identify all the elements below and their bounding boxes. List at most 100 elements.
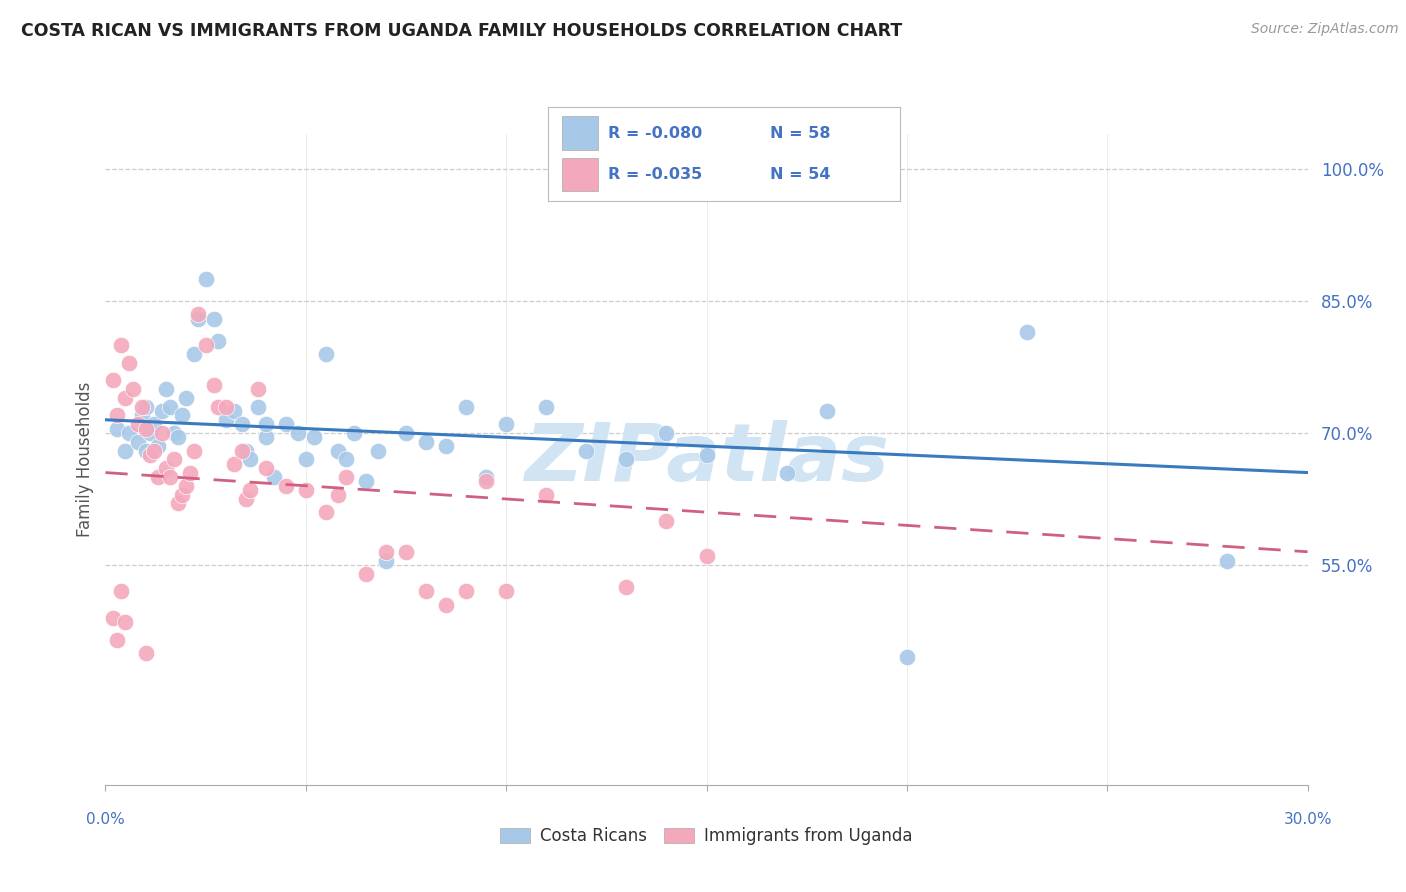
Point [131, 409, 153, 423]
Point [235, 443, 257, 458]
Point [146, 439, 169, 453]
Point [575, 443, 598, 458]
Point [114, 443, 136, 458]
Point [274, 417, 297, 432]
Point [434, 439, 457, 453]
Point [616, 452, 638, 467]
Point [696, 448, 718, 462]
Point [263, 470, 285, 484]
Point [367, 443, 389, 458]
Text: N = 54: N = 54 [770, 167, 831, 182]
Point [354, 475, 377, 489]
Point [174, 479, 197, 493]
Point [287, 425, 309, 440]
Point [214, 400, 236, 414]
Point [335, 470, 357, 484]
Point [174, 391, 197, 405]
Point [142, 417, 165, 432]
Point [118, 425, 141, 440]
Text: 0.0%: 0.0% [86, 812, 125, 827]
Point [194, 272, 217, 286]
Text: 30.0%: 30.0% [1284, 812, 1331, 827]
Point [354, 566, 377, 581]
Point [231, 443, 253, 458]
Point [534, 400, 557, 414]
Point [150, 425, 173, 440]
Point [103, 373, 125, 387]
Point [295, 483, 318, 498]
Text: ZIPatlas: ZIPatlas [524, 420, 889, 499]
Point [246, 382, 269, 396]
Point [110, 338, 132, 352]
Point [107, 632, 129, 647]
Point [475, 475, 498, 489]
Point [456, 400, 478, 414]
Point [326, 487, 349, 501]
Point [534, 487, 557, 501]
Point [183, 347, 205, 361]
Point [159, 400, 181, 414]
Point [246, 400, 269, 414]
Point [207, 400, 229, 414]
Point [254, 430, 277, 444]
Text: Source: ZipAtlas.com: Source: ZipAtlas.com [1251, 22, 1399, 37]
Point [302, 430, 325, 444]
Point [343, 425, 366, 440]
Point [696, 549, 718, 564]
Point [315, 505, 337, 519]
Point [127, 417, 149, 432]
Point [194, 338, 217, 352]
Point [155, 461, 177, 475]
Point [776, 466, 799, 480]
Point [235, 491, 257, 506]
Point [107, 421, 129, 435]
Point [162, 452, 184, 467]
Point [118, 355, 141, 369]
Text: COSTA RICAN VS IMMIGRANTS FROM UGANDA FAMILY HOUSEHOLDS CORRELATION CHART: COSTA RICAN VS IMMIGRANTS FROM UGANDA FA… [21, 22, 903, 40]
Point [239, 483, 262, 498]
Point [896, 650, 918, 665]
Bar [562, 158, 598, 191]
Point [326, 443, 349, 458]
Text: N = 58: N = 58 [770, 126, 831, 141]
Text: R = -0.035: R = -0.035 [609, 167, 703, 182]
Point [114, 615, 136, 630]
Point [655, 425, 678, 440]
Point [415, 434, 437, 449]
Point [114, 391, 136, 405]
Point [135, 421, 157, 435]
Point [415, 584, 437, 599]
Point [254, 417, 277, 432]
Point [495, 417, 517, 432]
Point [135, 443, 157, 458]
Point [166, 430, 188, 444]
Y-axis label: Family Households: Family Households [76, 382, 94, 537]
Point [179, 466, 201, 480]
Point [142, 443, 165, 458]
Point [616, 580, 638, 594]
Point [202, 377, 225, 392]
Point [107, 409, 129, 423]
Point [187, 307, 209, 321]
Point [159, 470, 181, 484]
Point [434, 598, 457, 612]
Point [187, 311, 209, 326]
Point [122, 382, 145, 396]
Point [110, 584, 132, 599]
Bar [562, 116, 598, 150]
Point [231, 417, 253, 432]
Point [456, 584, 478, 599]
Point [1216, 553, 1239, 567]
Point [395, 425, 418, 440]
Point [155, 382, 177, 396]
Point [295, 452, 318, 467]
Point [170, 409, 193, 423]
Point [135, 646, 157, 660]
Point [214, 413, 236, 427]
Point [207, 334, 229, 348]
Point [395, 545, 418, 559]
Point [146, 470, 169, 484]
Point [274, 479, 297, 493]
Point [335, 452, 357, 467]
Text: R = -0.080: R = -0.080 [609, 126, 703, 141]
